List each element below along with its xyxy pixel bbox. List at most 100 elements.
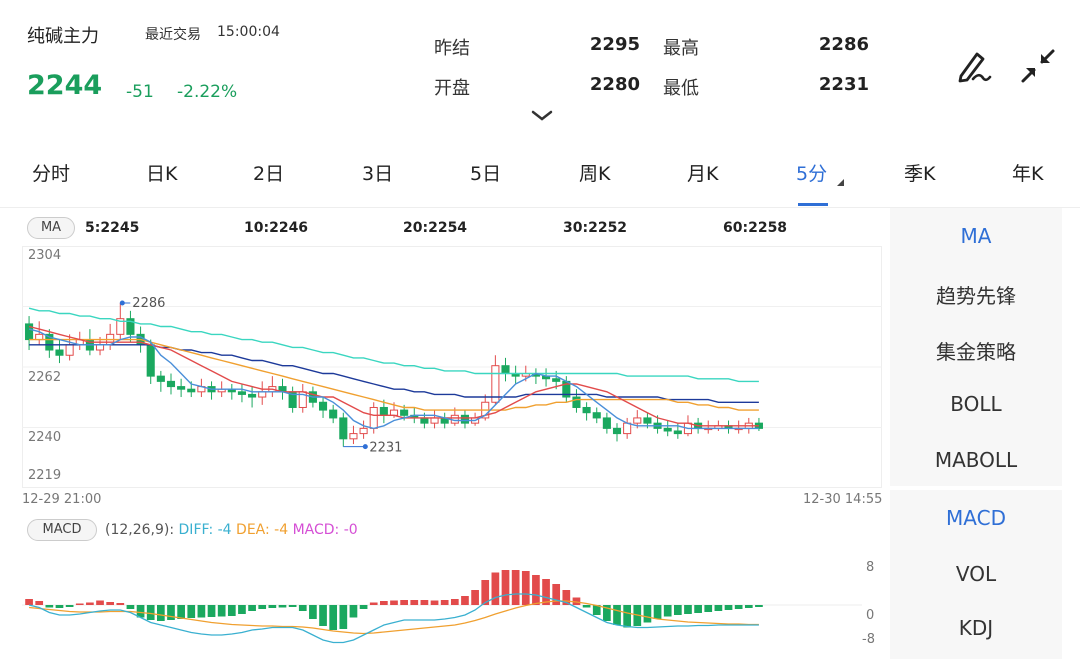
tab-3day[interactable]: 3日 — [362, 163, 394, 185]
macd-bar — [501, 570, 510, 605]
macd-bar — [552, 584, 561, 605]
collapse-icon[interactable] — [1018, 46, 1058, 86]
macd-badge[interactable]: MACD — [27, 519, 97, 541]
candle — [25, 323, 34, 341]
macd-bar — [359, 605, 368, 609]
indicator-kdj[interactable]: KDJ — [958, 616, 994, 640]
ma5-value: 5:2245 — [85, 220, 140, 236]
candle — [55, 349, 64, 356]
candle — [116, 318, 125, 335]
macd-bar — [755, 605, 763, 607]
sub-indicator-panel: MACD VOL KDJ — [890, 490, 1062, 659]
macd-bar — [673, 605, 682, 615]
last-price: 2244 — [27, 70, 103, 101]
indicator-boll[interactable]: BOLL — [950, 392, 1002, 416]
macd-bar — [390, 600, 398, 605]
period-tabs: 分时 日K 2日 3日 5日 周K 月K 5分 季K 年K — [0, 145, 1080, 206]
macd-bar — [592, 605, 601, 615]
candle — [126, 318, 135, 335]
macd-bar — [643, 605, 652, 623]
macd-bar — [217, 605, 226, 617]
macd-params-text: (12,26,9): — [105, 522, 175, 538]
candle — [582, 406, 591, 414]
macd-bar — [450, 599, 459, 605]
candle — [643, 417, 652, 424]
contract-title: 纯碱主力 — [27, 26, 99, 47]
candle — [389, 409, 399, 416]
macd-bar — [714, 605, 723, 611]
prev-settle-value: 2295 — [589, 34, 640, 55]
macd-params: (12,26,9): DIFF: -4 DEA: -4 MACD: -0 — [105, 522, 358, 538]
ma20-line — [29, 338, 759, 411]
tab-5min[interactable]: 5分 — [796, 163, 828, 185]
candle — [612, 427, 622, 435]
macd-bar — [471, 590, 479, 605]
ma60-value: 60:2258 — [723, 220, 788, 236]
macd-bar — [136, 605, 145, 618]
trade-time: 15:00:04 — [217, 24, 280, 40]
y-label-top: 2304 — [28, 248, 62, 263]
diff-line — [28, 593, 759, 644]
kline-chart[interactable]: 2286 2231 — [22, 246, 882, 488]
candle — [177, 386, 186, 390]
tab-dropdown-icon[interactable] — [837, 179, 844, 186]
candle — [156, 375, 165, 382]
indicator-maboll[interactable]: MABOLL — [934, 448, 1018, 472]
tab-2day[interactable]: 2日 — [253, 163, 285, 185]
macd-bar — [238, 605, 246, 614]
high-value: 2286 — [818, 34, 869, 55]
active-tab-underline — [798, 203, 828, 206]
macd-y-bottom: -8 — [862, 632, 875, 647]
candle — [237, 391, 246, 395]
y-label-2: 2262 — [28, 370, 62, 385]
candle — [400, 409, 409, 416]
dea-line — [29, 600, 759, 635]
candle — [146, 344, 155, 377]
tab-weekly[interactable]: 周K — [579, 163, 611, 185]
macd-bar — [156, 605, 165, 621]
y-label-bottom: 2219 — [28, 468, 62, 483]
macd-bar — [430, 600, 439, 605]
high-marker-dot — [119, 300, 125, 306]
tab-intraday[interactable]: 分时 — [32, 163, 71, 185]
draw-tool-icon[interactable] — [953, 46, 993, 86]
candle — [379, 406, 388, 416]
candle — [501, 365, 510, 375]
indicator-macd[interactable]: MACD — [946, 506, 1006, 530]
indicator-trend[interactable]: 趋势先锋 — [936, 284, 1016, 308]
macd-bar — [298, 605, 307, 611]
macd-bar — [461, 596, 469, 605]
macd-bar — [521, 571, 530, 605]
candle — [572, 396, 581, 408]
candle — [339, 417, 348, 440]
candle — [248, 393, 257, 398]
macd-bar — [268, 605, 277, 608]
open-label: 开盘 — [434, 78, 470, 99]
macd-bar — [440, 600, 449, 605]
macd-bar — [369, 602, 378, 605]
macd-chart[interactable] — [22, 555, 862, 655]
main-indicator-panel: MA 趋势先锋 集金策略 BOLL MABOLL — [890, 208, 1062, 486]
ma5-line — [28, 328, 759, 430]
chevron-down-icon[interactable] — [531, 108, 553, 122]
ma30-value: 30:2252 — [563, 220, 628, 236]
macd-bar — [532, 575, 540, 605]
tab-monthly[interactable]: 月K — [687, 163, 719, 185]
macd-bar — [248, 605, 256, 611]
tab-yearly[interactable]: 年K — [1012, 163, 1044, 185]
macd-bar — [116, 603, 125, 605]
indicator-fund-strategy[interactable]: 集金策略 — [936, 340, 1016, 364]
indicator-vol[interactable]: VOL — [955, 562, 997, 586]
candle — [329, 409, 338, 419]
macd-bar — [75, 603, 84, 605]
x-label-end: 12-30 14:55 — [803, 492, 883, 507]
ma-badge[interactable]: MA — [27, 217, 75, 239]
candle — [258, 391, 267, 398]
tab-5day[interactable]: 5日 — [470, 163, 502, 185]
indicator-ma[interactable]: MA — [960, 224, 992, 248]
macd-bar — [65, 605, 74, 607]
quote-header: 纯碱主力 最近交易 15:00:04 2244 -51 -2.22% 昨结 22… — [0, 0, 1080, 140]
tab-daily[interactable]: 日K — [146, 163, 178, 185]
tab-quarterly[interactable]: 季K — [904, 163, 936, 185]
macd-bar — [511, 570, 520, 605]
